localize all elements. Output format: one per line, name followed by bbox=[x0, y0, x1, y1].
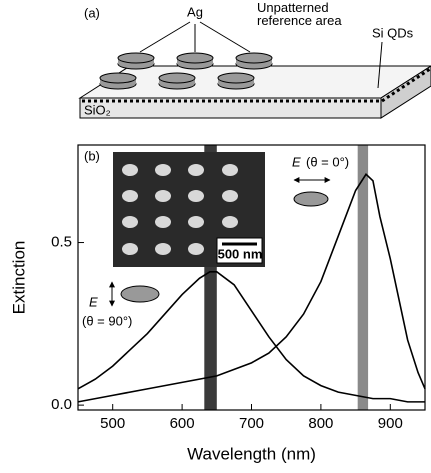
x-tick-label: 600 bbox=[170, 415, 195, 432]
y-tick-label: 0.5 bbox=[51, 234, 72, 251]
pointer bbox=[199, 21, 251, 53]
ag-label: Ag bbox=[187, 4, 203, 19]
y-tick-label: 0.0 bbox=[51, 396, 72, 413]
y-axis-title: Extinction bbox=[9, 241, 28, 315]
angle-label: (θ = 90°) bbox=[82, 313, 132, 328]
scale-box bbox=[216, 237, 263, 264]
field-label: E bbox=[89, 294, 98, 309]
field-label: E bbox=[292, 154, 301, 169]
sem-particles bbox=[122, 164, 238, 255]
pointer bbox=[139, 21, 191, 53]
angle-label: (θ = 0°) bbox=[306, 154, 349, 169]
panel-label: (b) bbox=[84, 148, 100, 163]
ag-disks bbox=[99, 52, 273, 90]
x-tick-label: 700 bbox=[239, 415, 264, 432]
scale-label: 500 nm bbox=[218, 246, 263, 261]
x-axis-title: Wavelength (nm) bbox=[187, 444, 316, 463]
line bbox=[77, 271, 425, 403]
disk-icon bbox=[293, 191, 329, 207]
sem-inset: 500 nm bbox=[113, 152, 265, 267]
highlight-band bbox=[357, 145, 369, 410]
x-tick-label: 500 bbox=[100, 415, 125, 432]
x-tick-label: 900 bbox=[378, 415, 403, 432]
pointer bbox=[377, 41, 383, 89]
qd-label: Si QDs bbox=[372, 25, 414, 40]
line bbox=[77, 173, 426, 403]
reference-label: Unpatterned reference area bbox=[257, 0, 342, 28]
schematic: (a) Ag Unpatterned reference area Si QDs … bbox=[78, 0, 431, 119]
qd-layer bbox=[381, 67, 431, 103]
disk-icon bbox=[120, 285, 160, 303]
x-tick-label: 800 bbox=[308, 415, 333, 432]
slab-side bbox=[380, 65, 431, 119]
substrate-label: SiO₂ bbox=[84, 102, 111, 117]
panel-label: (a) bbox=[84, 5, 100, 20]
